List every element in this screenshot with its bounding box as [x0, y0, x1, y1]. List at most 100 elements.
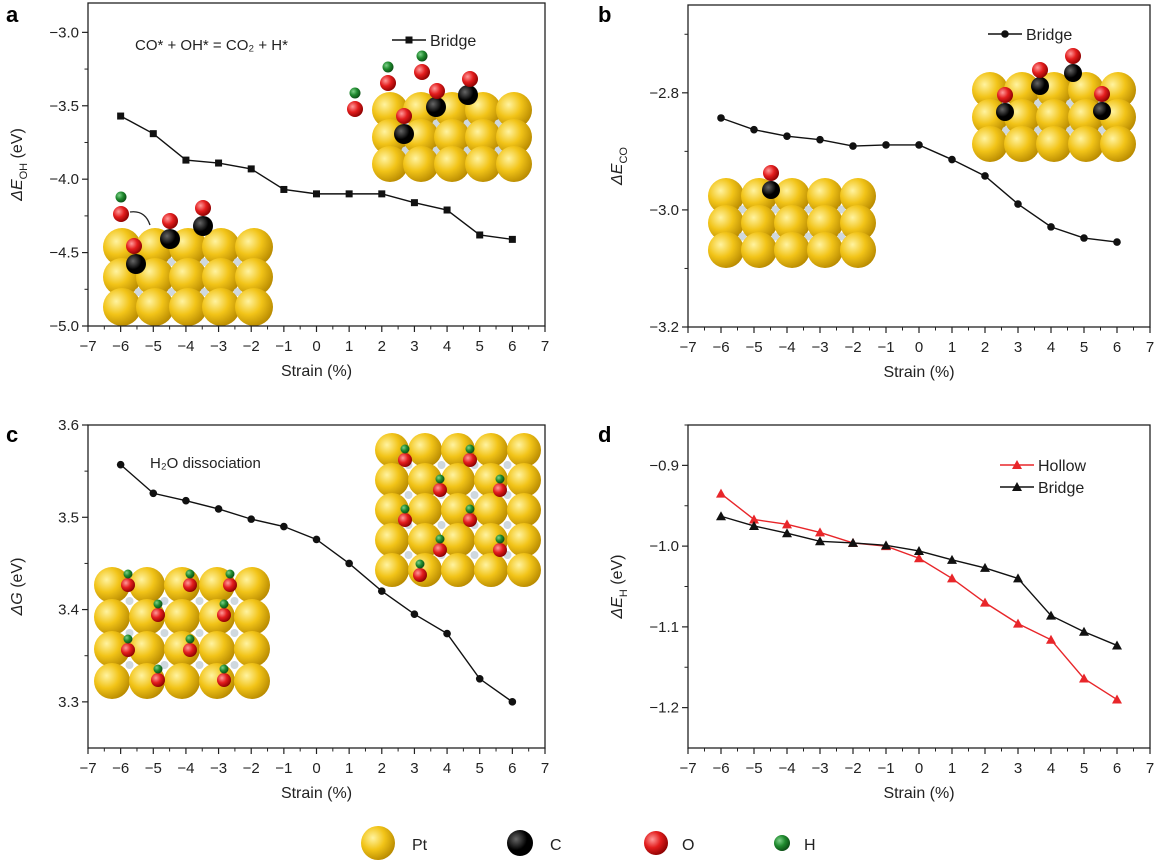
- data-point: [345, 559, 353, 568]
- pt-atom: [1004, 72, 1040, 108]
- c-atom: [126, 254, 146, 274]
- pt-atom: [1100, 126, 1136, 162]
- pt-atom: [235, 228, 273, 266]
- legend-marker: [405, 36, 413, 44]
- x-tick-label: −7: [79, 760, 96, 777]
- pt-atom: [507, 553, 541, 587]
- h-atom: [415, 559, 425, 569]
- h-atom: [219, 664, 229, 674]
- data-point: [443, 629, 451, 638]
- bridge-site: [804, 205, 813, 214]
- data-point: [716, 488, 726, 498]
- h-atom: [400, 444, 410, 454]
- panel-letter: a: [6, 2, 19, 27]
- o-atom: [151, 673, 165, 687]
- series-line: [720, 493, 1118, 701]
- y-label-subscript: H: [618, 589, 630, 597]
- y-tick-label: −3.0: [49, 24, 79, 41]
- data-point: [182, 496, 190, 505]
- pt-atom: [807, 232, 843, 268]
- x-tick-label: 4: [443, 760, 451, 777]
- data-point: [816, 135, 824, 144]
- x-tick-label: −7: [679, 760, 696, 777]
- y-label-unit: (eV): [9, 128, 26, 163]
- x-tick-label: −3: [811, 760, 828, 777]
- data-point: [182, 156, 190, 164]
- arrow-curve: [129, 211, 151, 226]
- h-atom: [123, 569, 133, 579]
- x-tick-label: −6: [712, 339, 729, 356]
- atom-legend-swatch-pt: [361, 826, 395, 860]
- data-point: [914, 545, 924, 555]
- o-atom: [997, 87, 1013, 103]
- legend-label: Bridge: [1026, 27, 1072, 44]
- x-tick-label: −7: [79, 338, 96, 355]
- pt-atom: [94, 631, 130, 667]
- pt-atom: [840, 178, 876, 214]
- y-tick-label: −3.5: [49, 98, 79, 115]
- o-atom: [217, 608, 231, 622]
- h-atom: [115, 191, 127, 203]
- panel-letter: d: [598, 422, 611, 447]
- series-bridge: [117, 112, 516, 243]
- pt-atom: [496, 146, 532, 182]
- x-tick-label: −2: [243, 338, 260, 355]
- series-line: [720, 515, 1118, 647]
- data-point: [377, 587, 386, 595]
- o-atom: [396, 108, 412, 124]
- data-point: [750, 125, 758, 134]
- x-tick-label: 5: [1080, 760, 1088, 777]
- y-tick-label: −5.0: [49, 318, 79, 335]
- c-atom: [160, 229, 180, 249]
- data-point: [915, 141, 923, 149]
- o-atom: [414, 64, 430, 80]
- x-tick-label: −5: [145, 760, 162, 777]
- pt-atom: [235, 258, 273, 296]
- data-point: [410, 199, 418, 207]
- x-tick-label: 1: [948, 339, 956, 356]
- x-tick-label: 7: [541, 760, 549, 777]
- pt-atom: [807, 205, 843, 241]
- x-tick-label: −1: [877, 760, 894, 777]
- pt-atom: [164, 663, 200, 699]
- bridge-site: [230, 629, 239, 637]
- y-axis-label: ΔEH (eV): [609, 554, 630, 619]
- o-atom: [398, 513, 412, 527]
- pt-atom: [434, 146, 470, 182]
- x-tick-label: −4: [778, 760, 795, 777]
- c-atom: [1031, 77, 1049, 95]
- x-tick-label: −2: [243, 760, 260, 777]
- x-tick-label: 4: [1047, 339, 1055, 356]
- bridge-site: [160, 629, 169, 637]
- bridge-site: [167, 258, 176, 266]
- c-atom: [996, 103, 1014, 121]
- x-tick-label: 5: [476, 338, 484, 355]
- x-tick-label: 0: [312, 338, 320, 355]
- h-atom: [185, 634, 195, 644]
- data-point: [1080, 234, 1088, 242]
- pt-atom: [840, 232, 876, 268]
- data-point: [116, 460, 125, 469]
- o-atom: [380, 75, 396, 91]
- pt-atom: [202, 288, 240, 326]
- data-point: [1046, 610, 1056, 620]
- o-atom: [195, 200, 211, 216]
- pt-atom: [441, 553, 475, 587]
- c-atom: [394, 124, 414, 144]
- bridge-site: [470, 551, 479, 559]
- pt-atom: [507, 493, 541, 527]
- pt-atom: [807, 178, 843, 214]
- h-atom: [123, 634, 133, 644]
- atom-legend: Pt C O H: [361, 826, 816, 860]
- bridge-site: [160, 661, 169, 669]
- o-atom: [462, 71, 478, 87]
- y-tick-label: −3.2: [649, 319, 679, 336]
- pt-atom: [465, 146, 501, 182]
- atom-legend-swatch-o: [644, 831, 668, 855]
- data-point: [782, 519, 792, 529]
- o-atom: [463, 513, 477, 527]
- o-atom: [183, 643, 197, 657]
- x-tick-label: 3: [1014, 760, 1022, 777]
- y-label-symbol: ΔE: [9, 179, 26, 202]
- pt-atom: [741, 205, 777, 241]
